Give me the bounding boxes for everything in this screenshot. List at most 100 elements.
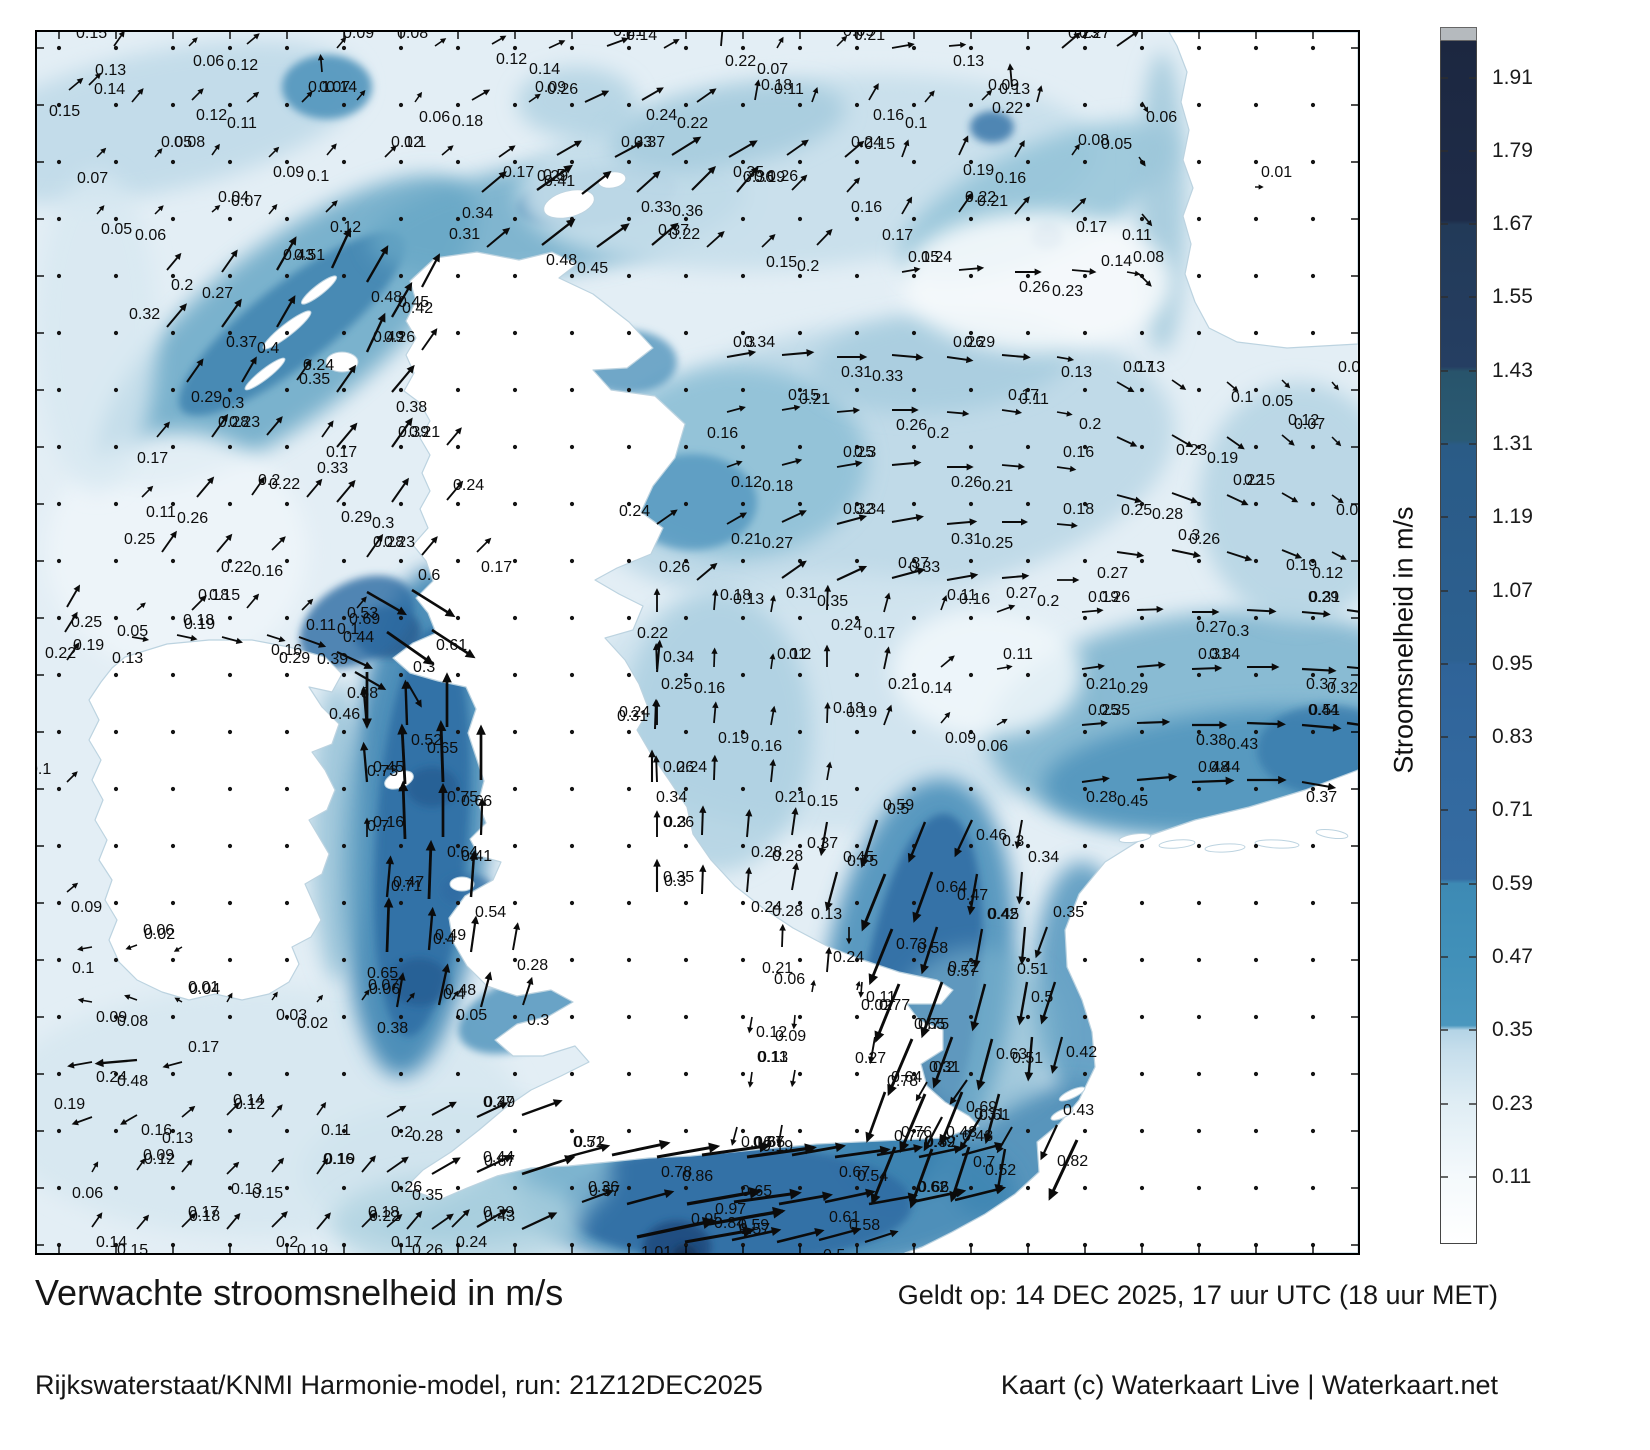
colorbar-tick bbox=[1441, 76, 1448, 79]
speed-label: 0.1 bbox=[72, 960, 94, 977]
speed-label: 0.07 bbox=[319, 79, 350, 96]
speed-label: 0.06 bbox=[369, 981, 400, 998]
speed-label: 0.45 bbox=[373, 759, 404, 776]
speed-label: 0.28 bbox=[412, 1128, 443, 1145]
speed-label: 0.1 bbox=[404, 134, 426, 151]
speed-label: 0.45 bbox=[1117, 793, 1148, 810]
speed-label: 0.3 bbox=[1178, 527, 1200, 544]
speed-label: 0.31 bbox=[841, 364, 872, 381]
speed-label: 0.5 bbox=[887, 801, 909, 818]
speed-label: 0.13 bbox=[953, 53, 984, 70]
speed-label: 0.15 bbox=[49, 103, 80, 120]
speed-label: 0.19 bbox=[297, 1242, 328, 1253]
colorbar-title: Stroomsnelheid in m/s bbox=[1388, 506, 1419, 774]
speed-label: 0.43 bbox=[1063, 1102, 1094, 1119]
speed-label: 0.18 bbox=[183, 612, 214, 629]
speed-label: 0.54 bbox=[857, 1168, 888, 1185]
colorbar-tick bbox=[1441, 1029, 1448, 1032]
speed-label: 0.2 bbox=[797, 258, 819, 275]
speed-label: 0.28 bbox=[751, 844, 782, 861]
speed-label: 0.21 bbox=[762, 960, 793, 977]
speed-label: 0.2 bbox=[789, 646, 811, 663]
speed-label: 0.45 bbox=[577, 260, 608, 277]
speed-label: 0.44 bbox=[343, 629, 374, 646]
map-layers: 0.150.060.120.090.080.120.140.210.140.22… bbox=[37, 32, 1358, 1253]
land-great_britain bbox=[392, 251, 980, 1201]
colorbar-tick bbox=[1441, 809, 1448, 812]
colorbar-tick bbox=[1469, 589, 1476, 592]
colorbar-tick bbox=[1469, 369, 1476, 372]
speed-label: 0.24 bbox=[646, 107, 677, 124]
speed-label: 0.51 bbox=[1012, 1050, 1043, 1067]
speed-label: 0.16 bbox=[694, 680, 725, 697]
speed-label: 0.07 bbox=[757, 61, 788, 78]
colorbar-tick-label: 1.91 bbox=[1492, 65, 1533, 89]
speed-label: 0.87 bbox=[753, 1134, 784, 1151]
speed-label: 0.18 bbox=[452, 113, 483, 130]
speed-label: 0.1 bbox=[1231, 389, 1253, 406]
speed-label: 0.29 bbox=[341, 509, 372, 526]
speed-label: 0.45 bbox=[988, 906, 1019, 923]
speed-label: 0.11 bbox=[1122, 227, 1152, 244]
credit-caption: Kaart (c) Waterkaart Live | Waterkaart.n… bbox=[1000, 1370, 1498, 1400]
speed-label: 0.51 bbox=[294, 247, 325, 264]
speed-label: 0.06 bbox=[1146, 109, 1177, 126]
speed-label: 0.33 bbox=[317, 460, 348, 477]
speed-label: 0.57 bbox=[589, 1183, 620, 1200]
land-denmark bbox=[1168, 32, 1358, 349]
speed-label: 0.44 bbox=[1209, 759, 1240, 776]
speed-label: 0.27 bbox=[762, 535, 793, 552]
valid-time-caption: Geldt op: 14 DEC 2025, 17 uur UTC (18 uu… bbox=[897, 1280, 1498, 1310]
speed-label: 0.28 bbox=[1086, 789, 1117, 806]
speed-label: 0.06 bbox=[135, 227, 166, 244]
speed-label: 0.06 bbox=[774, 971, 805, 988]
speed-label: 0.31 bbox=[1309, 589, 1340, 606]
speed-label: 0.16 bbox=[995, 170, 1026, 187]
speed-label: 0.33 bbox=[872, 368, 903, 385]
speed-label: 0.28 bbox=[218, 414, 249, 431]
speed-label: 0.38 bbox=[396, 399, 427, 416]
speed-label: 0.13 bbox=[733, 591, 764, 608]
speed-label: 0.19 bbox=[754, 169, 785, 186]
speed-label: 0.22 bbox=[221, 559, 252, 576]
speed-label: 0.37 bbox=[226, 334, 257, 351]
speed-label: 0.57 bbox=[739, 1221, 770, 1238]
speed-label: 0.05 bbox=[161, 134, 192, 151]
speed-label: 0.59 bbox=[738, 1217, 769, 1234]
speed-label: 0.19 bbox=[184, 616, 215, 633]
speed-label: 0.43 bbox=[283, 247, 314, 264]
speed-label: 0.24 bbox=[676, 759, 707, 776]
speed-label: 0.11 bbox=[227, 115, 257, 132]
speed-label: 0.33 bbox=[641, 199, 672, 216]
speed-label: 0.13 bbox=[231, 1181, 262, 1198]
speed-label: 0.24 bbox=[851, 134, 882, 151]
speed-label: 0.62 bbox=[917, 1179, 948, 1196]
speed-label: 0.11 bbox=[1003, 646, 1033, 663]
speed-label: 0.41 bbox=[544, 173, 575, 190]
speed-label: 0.37 bbox=[483, 1094, 514, 1111]
colorbar-tick bbox=[1441, 1175, 1448, 1178]
speed-label: 0.26 bbox=[663, 814, 694, 831]
speed-label: 0.15 bbox=[1244, 472, 1275, 489]
speed-label: 0.02 bbox=[297, 1015, 328, 1032]
speed-label: 0.14 bbox=[326, 79, 357, 96]
colorbar-tick bbox=[1469, 662, 1476, 665]
speed-label: 0.3 bbox=[733, 334, 755, 351]
speed-label: 0.3 bbox=[664, 814, 686, 831]
speed-label: 0.24 bbox=[619, 704, 650, 721]
map-frame: 0.150.060.120.090.080.120.140.210.140.22… bbox=[35, 30, 1360, 1255]
speed-label: 0.67 bbox=[484, 1153, 515, 1170]
colorbar-tick-label: 0.35 bbox=[1492, 1018, 1533, 1042]
speed-label: 0.09 bbox=[945, 730, 976, 747]
speed-label: 0.49 bbox=[435, 927, 466, 944]
speed-label: 0.59 bbox=[883, 797, 914, 814]
speed-label: 0.1 bbox=[905, 115, 927, 132]
speed-label: 0.15 bbox=[864, 136, 895, 153]
speed-label: 0.16 bbox=[373, 814, 404, 831]
speed-label: 0.66 bbox=[918, 1179, 949, 1196]
speed-label: 0.48 bbox=[445, 982, 476, 999]
colorbar-tick-label: 1.31 bbox=[1492, 432, 1533, 456]
speed-label: 0.97 bbox=[715, 1201, 746, 1218]
speed-label: 0.16 bbox=[707, 425, 738, 442]
speed-label: 0.14 bbox=[921, 680, 952, 697]
